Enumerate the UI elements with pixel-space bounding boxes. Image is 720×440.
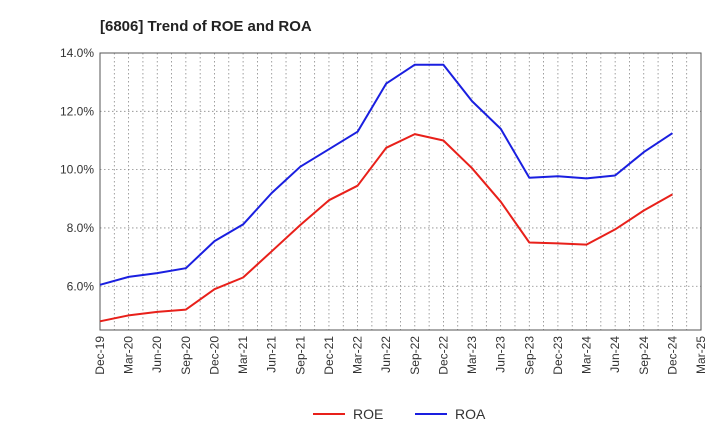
- x-tick-label: Dec-20: [207, 336, 221, 375]
- y-tick-label: 10.0%: [60, 163, 94, 177]
- x-axis-ticks: Dec-19 Mar-20 Jun-20 Sep-20 Dec-20 Mar-21 Jun-…: [93, 336, 708, 375]
- x-tick-label: Sep-20: [179, 336, 193, 375]
- chart-title: [6806] Trend of ROE and ROA: [100, 18, 312, 35]
- x-tick-label: Mar-23: [465, 336, 479, 374]
- x-tick-label: Dec-19: [93, 336, 107, 375]
- x-tick-label: Mar-24: [580, 336, 594, 374]
- x-tick-label: Mar-21: [236, 336, 250, 374]
- x-tick-label: Mar-22: [351, 336, 365, 374]
- x-tick-label: Jun-20: [150, 336, 164, 373]
- x-tick-label: Dec-24: [665, 336, 679, 375]
- x-tick-label: Mar-25: [694, 336, 708, 374]
- x-tick-label: Dec-22: [436, 336, 450, 375]
- y-tick-label: 6.0%: [67, 279, 95, 293]
- x-tick-label: Jun-24: [608, 336, 622, 373]
- series-line-roa: [99, 63, 673, 286]
- x-tick-label: Sep-21: [293, 336, 307, 375]
- grid: [100, 52, 701, 330]
- x-tick-label: Mar-20: [122, 336, 136, 374]
- x-tick-label: Jun-22: [379, 336, 393, 373]
- x-tick-label: Jun-23: [494, 336, 508, 373]
- x-tick-label: Sep-22: [408, 336, 422, 375]
- x-tick-label: Dec-21: [322, 336, 336, 375]
- legend-label-roa: ROA: [455, 406, 486, 422]
- legend-label-roe: ROE: [353, 406, 383, 422]
- x-tick-label: Dec-23: [551, 336, 565, 375]
- y-axis-ticks: 6.0% 8.0% 10.0% 12.0% 14.0%: [60, 46, 94, 293]
- y-tick-label: 8.0%: [67, 221, 95, 235]
- y-tick-label: 14.0%: [60, 46, 94, 60]
- x-tick-label: Jun-21: [265, 336, 279, 373]
- series-line-roe: [99, 133, 673, 323]
- series-lines: [99, 63, 673, 323]
- x-tick-label: Sep-24: [637, 336, 651, 375]
- legend: ROE ROA: [313, 406, 486, 422]
- y-tick-label: 12.0%: [60, 104, 94, 118]
- plot-area-frame: [99, 52, 702, 331]
- x-tick-label: Sep-23: [522, 336, 536, 375]
